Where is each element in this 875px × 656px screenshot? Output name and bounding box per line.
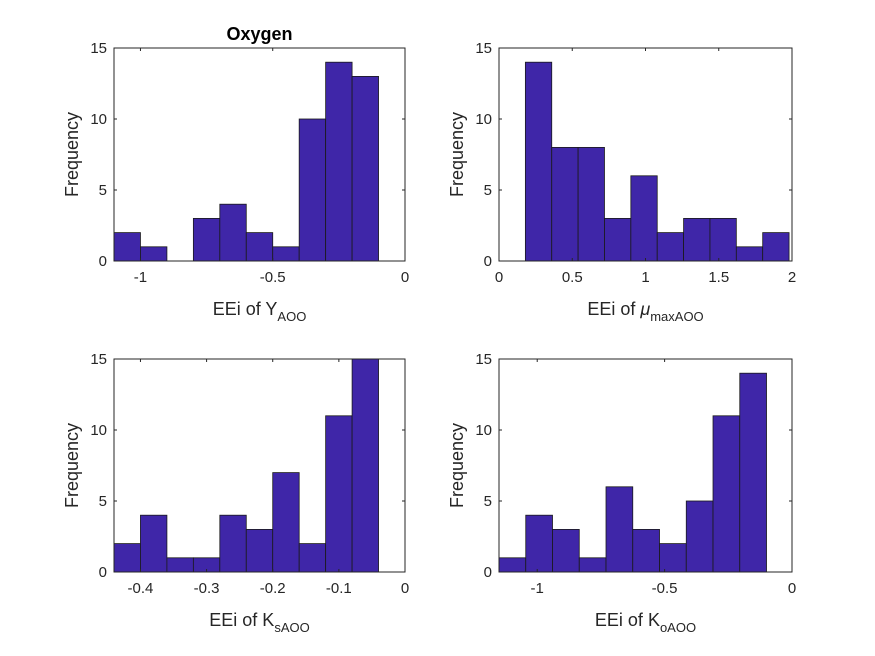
x-tick-label: -0.4: [128, 580, 154, 597]
y-axis-label: Frequency: [447, 112, 467, 197]
histogram-bar: [683, 217, 711, 262]
axes-box: [113, 358, 406, 573]
histogram-bar: [739, 372, 767, 573]
chart-title: Oxygen: [226, 24, 292, 44]
x-axis-label-subscript: maxAOO: [650, 309, 703, 324]
histogram-bar: [709, 217, 737, 262]
histogram-bar: [551, 146, 579, 262]
y-tick-label: 15: [475, 40, 492, 57]
histogram-bar: [552, 529, 580, 573]
x-axis-label-subscript: AOO: [277, 309, 306, 324]
y-axis-label: Frequency: [62, 112, 82, 197]
histogram-bar: [298, 543, 327, 573]
histogram-bar: [712, 415, 741, 573]
x-axis-label: EEi of μmaxAOO: [587, 299, 703, 324]
y-tick-label: 15: [90, 351, 107, 368]
y-tick-label: 5: [484, 493, 492, 510]
y-tick-label: 10: [475, 422, 492, 439]
y-tick-label: 15: [90, 40, 107, 57]
x-axis-label-prefix: EEi of: [587, 299, 640, 319]
x-tick-label: 2: [788, 269, 796, 286]
x-axis-label-symbol: K: [262, 610, 274, 630]
histogram-bar: [577, 146, 605, 262]
histogram-bar: [113, 543, 141, 573]
histogram-bar: [656, 232, 684, 262]
x-tick-label: -0.5: [652, 580, 678, 597]
x-axis-label-prefix: EEi of: [209, 610, 262, 630]
y-tick-label: 5: [484, 182, 492, 199]
y-tick-label: 5: [99, 493, 107, 510]
axes-box: [113, 47, 406, 262]
histogram-bar: [298, 118, 327, 262]
subplot-1: 0 5 10 15 -1 -0.5 0 Frequency EEi of YAOO Oxygen: [62, 24, 409, 324]
x-tick-label: 0: [788, 580, 796, 597]
histogram-bar: [113, 232, 141, 262]
x-tick-label: -0.3: [194, 580, 220, 597]
histogram-bar: [166, 557, 194, 573]
y-tick-label: 5: [99, 182, 107, 199]
y-tick-label: 10: [90, 422, 107, 439]
y-tick-label: 10: [475, 111, 492, 128]
x-axis-label-symbol: Y: [265, 299, 277, 319]
x-tick-label: -0.1: [326, 580, 352, 597]
y-axis-label: Frequency: [62, 423, 82, 508]
histogram-bar: [524, 61, 553, 262]
histogram-bar: [762, 232, 790, 262]
histogram-bar: [498, 557, 527, 573]
x-tick-label: -0.2: [260, 580, 286, 597]
histogram-bar: [219, 203, 247, 262]
histogram-bar: [140, 246, 168, 262]
histogram-bar: [605, 486, 634, 573]
x-tick-label: 1.5: [708, 269, 729, 286]
histogram-bar: [192, 217, 221, 262]
histogram-bar: [735, 246, 764, 262]
subplot-2: 0 5 10 15 0 0.5 1 1.5 2 Frequency EEi of μmaxAOO: [447, 40, 796, 324]
x-tick-label: 1: [641, 269, 649, 286]
histogram-bar: [140, 514, 168, 573]
y-tick-label: 10: [90, 111, 107, 128]
y-tick-label: 0: [99, 253, 107, 270]
histogram-bar: [219, 514, 247, 573]
x-tick-label: -0.5: [260, 269, 286, 286]
histogram-bar: [272, 472, 300, 573]
histogram-bar: [632, 529, 660, 573]
x-tick-label: -1: [531, 580, 544, 597]
histogram-bar: [630, 175, 658, 262]
x-axis-label-subscript: oAOO: [660, 620, 696, 635]
histogram-bar: [685, 500, 714, 573]
x-axis-label-prefix: EEi of: [213, 299, 266, 319]
y-axis-label: Frequency: [447, 423, 467, 508]
x-axis-label-symbol: K: [648, 610, 660, 630]
histogram-bar: [325, 61, 353, 262]
x-axis-label-subscript: sAOO: [274, 620, 309, 635]
histogram-bar: [525, 514, 553, 573]
histogram-bar: [351, 76, 379, 262]
y-tick-label: 0: [484, 564, 492, 581]
subplot-4: 0 5 10 15 -1 -0.5 0 Frequency EEi of KoAOO: [447, 351, 796, 635]
histogram-bar: [578, 557, 607, 573]
x-tick-label: 0.5: [562, 269, 583, 286]
axes-box: [498, 358, 793, 573]
histogram-bar: [659, 543, 687, 573]
x-axis-label: EEi of KsAOO: [209, 610, 309, 635]
x-tick-label: 0: [495, 269, 503, 286]
y-tick-label: 0: [484, 253, 492, 270]
y-tick-label: 15: [475, 351, 492, 368]
subplot-3: 0 5 10 15 -0.4 -0.3 -0.2 -0.1 0 Frequency EEi of K…: [62, 351, 409, 635]
x-axis-label: EEi of KoAOO: [595, 610, 696, 635]
histogram-bar: [351, 358, 379, 573]
x-tick-label: -1: [134, 269, 147, 286]
x-axis-label: EEi of YAOO: [213, 299, 307, 324]
y-tick-label: 0: [99, 564, 107, 581]
x-axis-label-prefix: EEi of: [595, 610, 648, 630]
histogram-bar: [325, 415, 353, 573]
histogram-bar: [245, 529, 274, 573]
x-axis-label-symbol: μ: [639, 299, 650, 319]
histogram-bar: [245, 232, 274, 262]
histogram-bar: [604, 217, 632, 262]
x-tick-label: 0: [401, 580, 409, 597]
histogram-bar: [272, 246, 300, 262]
x-tick-label: 0: [401, 269, 409, 286]
